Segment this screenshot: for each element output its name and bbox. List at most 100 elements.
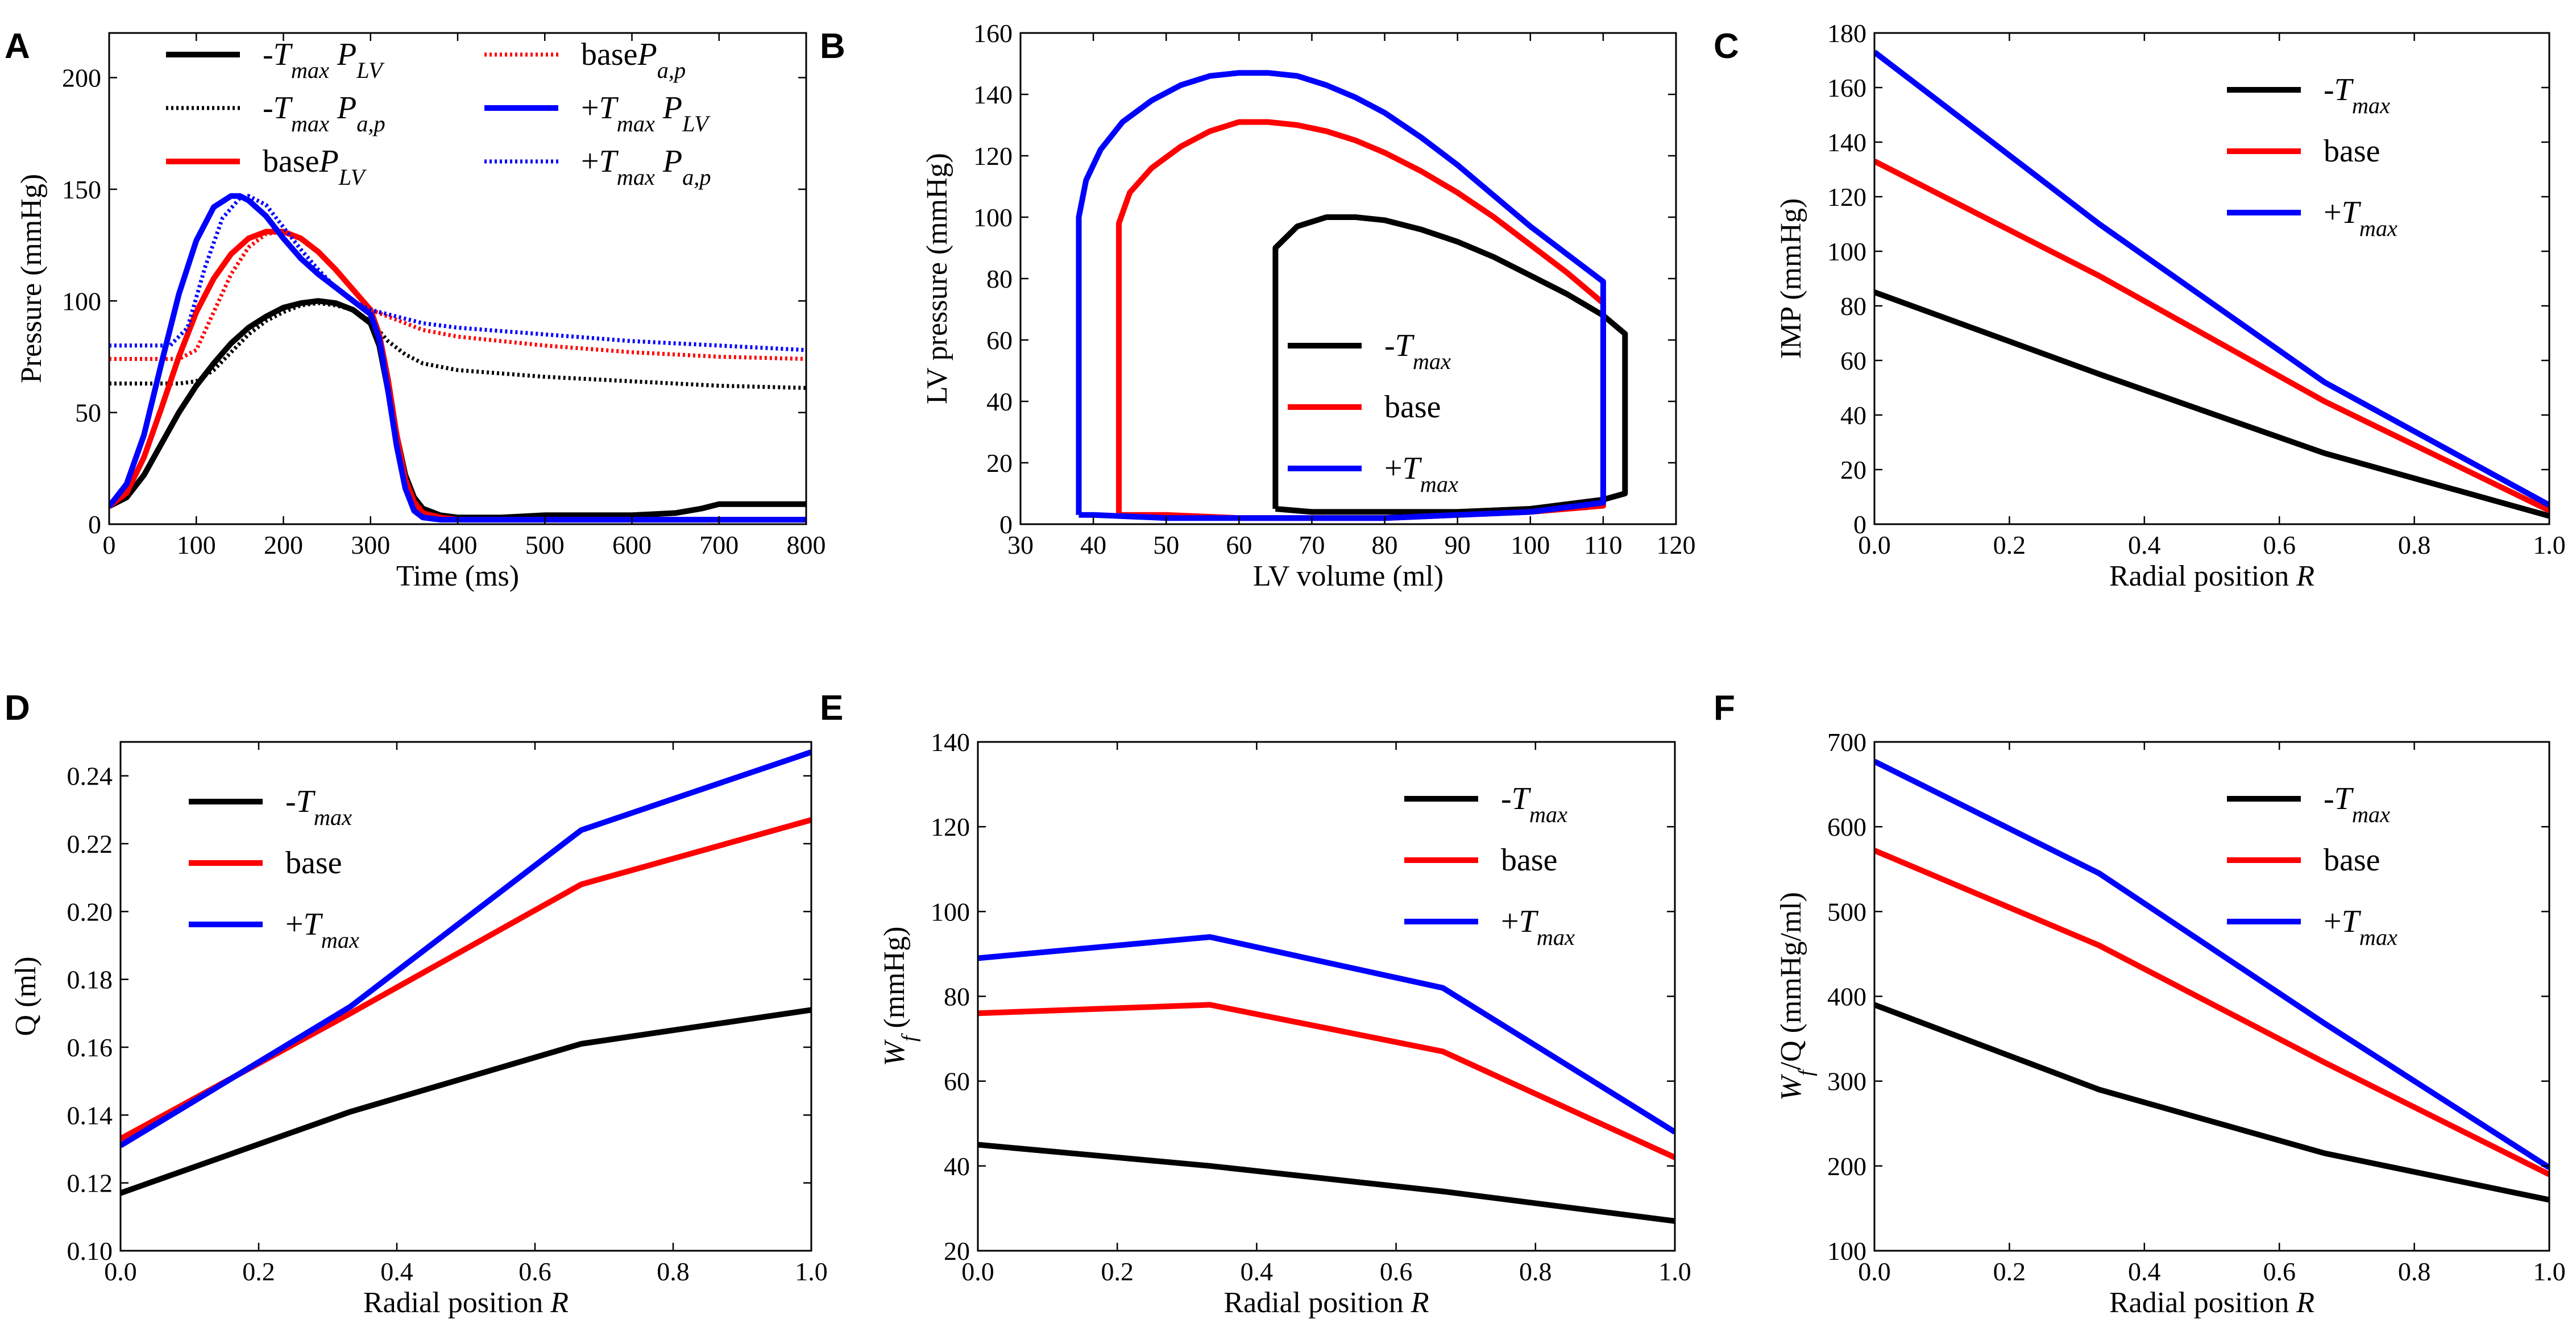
panel-letter: F [1714, 688, 1735, 728]
x-tick-label: 0.2 [1993, 1257, 2026, 1286]
y-axis-label: Wf/Q (mmHg/ml) [1775, 892, 1818, 1101]
y-tick-label: 50 [75, 399, 101, 428]
y-tick-label: 0 [999, 510, 1013, 539]
series-line-2 [978, 934, 1675, 1135]
x-tick-label: 70 [1299, 530, 1325, 559]
series-line-2 [121, 749, 811, 1148]
x-tick-label: 0.0 [104, 1257, 137, 1286]
legend: -Tmax base +Tmax [1288, 328, 1458, 497]
legend-label: base [1384, 389, 1441, 425]
y-tick-label: 40 [944, 1152, 970, 1181]
x-tick-label: 80 [1372, 530, 1398, 559]
x-tick-label: 400 [438, 530, 478, 559]
series-group [1874, 49, 2549, 519]
y-tick-label: 700 [1827, 728, 1866, 757]
plot-frame [1873, 741, 2550, 1252]
series-line-1 [1874, 848, 2549, 1177]
legend-label: -Tmax [1501, 781, 1567, 827]
x-tick-label: 800 [787, 530, 826, 559]
x-axis-label: Radial position R [2109, 1287, 2314, 1319]
y-tick-label: 80 [1840, 292, 1866, 321]
y-tick-label: 160 [973, 19, 1013, 48]
y-tick-label: 100 [973, 203, 1013, 232]
series-group [121, 749, 811, 1196]
x-tick-label: 90 [1445, 530, 1471, 559]
x-tick-label: 0.8 [2398, 530, 2431, 559]
panel-letter: D [5, 688, 30, 728]
x-axis-label: Radial position R [363, 1287, 569, 1319]
legend: -Tmax base +Tmax [2227, 72, 2397, 241]
legend-label: basePa,p [581, 37, 686, 83]
legend-label: base [285, 845, 342, 881]
x-tick-label: 300 [351, 530, 390, 559]
x-tick-label: 0.4 [2128, 530, 2161, 559]
y-tick-label: 100 [931, 897, 970, 926]
series-line-0 [121, 1007, 811, 1196]
series-line-2 [1874, 758, 2549, 1171]
panel-a: A 0 100 200 300 400 500 600 700 800 0 50 100 150 200 Ti… [5, 27, 826, 592]
x-tick-label: 50 [1153, 530, 1179, 559]
legend-label: -Tmax [2324, 72, 2390, 118]
y-tick-label: 600 [1827, 812, 1866, 841]
y-tick-label: 180 [1827, 19, 1866, 48]
y-axis-label: LV pressure (mmHg) [921, 153, 953, 404]
x-tick-label: 110 [1584, 530, 1622, 559]
svg-text:Q (ml): Q (ml) [10, 956, 42, 1036]
legend-label: +Tmax [1501, 904, 1575, 950]
y-tick-label: 80 [944, 982, 970, 1011]
legend: -Tmax base +Tmax [1404, 781, 1575, 950]
svg-text:IMP (mmHg): IMP (mmHg) [1775, 198, 1807, 359]
y-tick-label: 40 [986, 387, 1013, 416]
y-tick-label: 120 [931, 812, 970, 841]
y-tick-label: 0.24 [67, 762, 113, 791]
legend-label: +Tmax [2324, 904, 2397, 950]
series-line-0 [1874, 289, 2549, 519]
y-tick-label: 100 [1827, 1237, 1866, 1266]
y-tick-label: 100 [62, 287, 101, 316]
series-line-2 [109, 229, 806, 523]
x-tick-label: 0.6 [1380, 1257, 1413, 1286]
x-tick-label: 1.0 [795, 1257, 828, 1286]
legend-label: +Tmax Pa,p [581, 144, 711, 190]
series-line-5 [109, 194, 806, 352]
y-tick-label: 140 [973, 80, 1013, 109]
legend-label: base [2324, 843, 2380, 878]
x-tick-label: 700 [699, 530, 739, 559]
y-tick-label: 40 [1840, 401, 1866, 430]
legend-label: -Tmax [1384, 328, 1451, 374]
y-tick-label: 300 [1827, 1067, 1866, 1096]
x-tick-label: 30 [1007, 530, 1034, 559]
legend-label: basePLV [263, 144, 367, 190]
x-tick-label: 200 [264, 530, 303, 559]
x-tick-label: 0 [103, 530, 116, 559]
x-axis-label: LV volume (ml) [1253, 560, 1443, 592]
legend-label: base [2324, 134, 2380, 169]
y-tick-label: 0.12 [67, 1169, 113, 1198]
x-tick-label: 1.0 [2533, 530, 2566, 559]
panel-e: E 0.0 0.2 0.4 0.6 0.8 1.0 20 40 60 80 100 120 140 Radi… [820, 688, 1691, 1319]
legend: -Tmax base +Tmax [189, 784, 359, 953]
panel-letter: B [820, 27, 845, 66]
x-tick-label: 0.6 [2263, 1257, 2296, 1286]
x-tick-label: 0.6 [2263, 530, 2296, 559]
y-tick-label: 400 [1827, 982, 1866, 1011]
x-tick-label: 0.0 [961, 1257, 994, 1286]
y-tick-label: 60 [944, 1067, 970, 1096]
panel-f: F 0.0 0.2 0.4 0.6 0.8 1.0 100 200 300 400 500 600 700… [1714, 688, 2566, 1319]
y-tick-label: 160 [1827, 73, 1866, 102]
svg-text:Wf (mmHg): Wf (mmHg) [878, 927, 921, 1067]
series-group [109, 193, 806, 523]
series-line-1 [1874, 159, 2549, 513]
legend: -Tmax PLV -Tmax Pa,p basePLV basePa,p +Tmax … [166, 37, 711, 190]
svg-text:Wf/Q (mmHg/ml): Wf/Q (mmHg/ml) [1775, 892, 1818, 1101]
x-tick-label: 0.0 [1858, 530, 1891, 559]
y-tick-label: 0.14 [67, 1101, 113, 1130]
series-line-0 [1272, 214, 1628, 515]
panel-letter: C [1714, 27, 1739, 66]
x-tick-label: 60 [1226, 530, 1252, 559]
legend-label: base [1501, 843, 1558, 878]
x-tick-label: 0.2 [242, 1257, 275, 1286]
svg-text:Pressure (mmHg): Pressure (mmHg) [15, 174, 48, 383]
x-tick-label: 0.8 [657, 1257, 690, 1286]
y-tick-label: 0.16 [67, 1033, 113, 1062]
